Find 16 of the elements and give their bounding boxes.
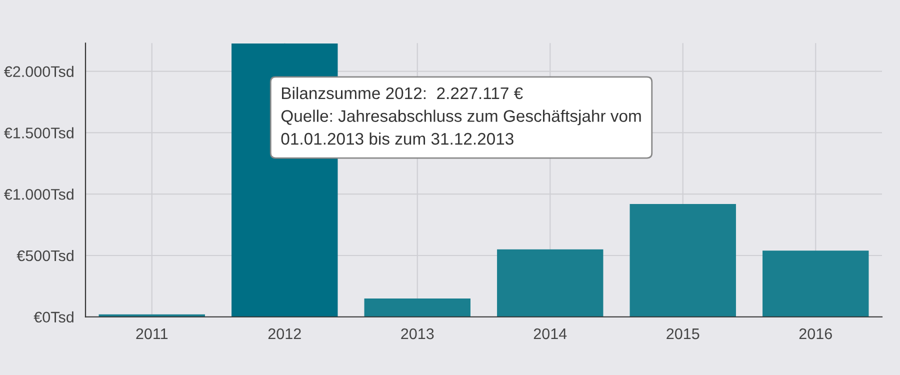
annotation: Bilanzsumme 2012: 2.227.117 € Quelle: Jahresabschluss zum Geschäftsjahr vom 01.01.2013 bis zum 31.12.2013 — [281, 86, 641, 145]
x-tick-label: 2015 — [666, 328, 700, 340]
x-tick-label: 2013 — [401, 328, 434, 340]
y-tick-label: €2.000Tsd — [4, 66, 74, 78]
x-tick-label: 2014 — [534, 328, 567, 340]
y-tick-label: €1.000Tsd — [4, 188, 74, 200]
y-tick-label: €0Tsd — [34, 311, 74, 323]
y-tick-label: €1.500Tsd — [4, 127, 74, 138]
bar — [497, 249, 604, 317]
bar — [762, 250, 869, 317]
bar — [364, 298, 470, 317]
y-tick-label: €500Tsd — [16, 250, 74, 262]
x-tick-label: 2011 — [136, 328, 168, 340]
x-tick-label: 2016 — [799, 328, 832, 340]
x-tick-label: 2012 — [268, 328, 301, 340]
bar — [630, 204, 736, 317]
